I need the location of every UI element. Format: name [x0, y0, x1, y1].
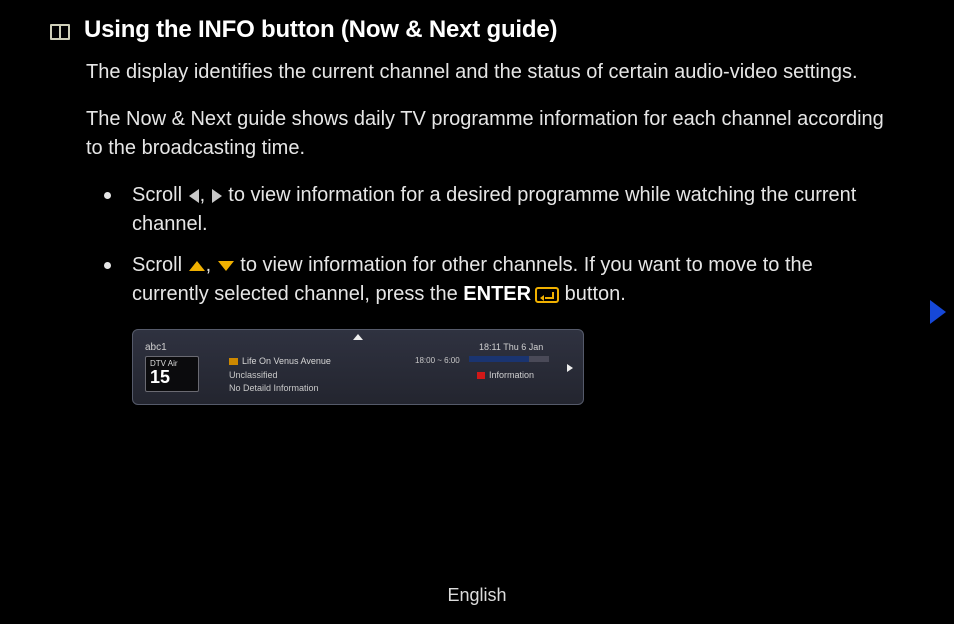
- arrow-right-icon: [212, 189, 222, 203]
- channel-box: DTV Air 15: [145, 356, 199, 392]
- page-next-icon[interactable]: [930, 300, 946, 324]
- panel-clock: 18:11 Thu 6 Jan: [479, 342, 543, 352]
- bullet-scroll-ud: Scroll , to view information for other c…: [104, 251, 894, 309]
- programme-rating: Unclassified: [229, 370, 278, 380]
- footer-language: English: [0, 585, 954, 606]
- programme-marker-icon: [229, 358, 238, 365]
- info-marker-icon: [477, 372, 485, 379]
- progress-bar: [469, 356, 549, 362]
- page-title: Using the INFO button (Now & Next guide): [84, 16, 557, 44]
- enter-icon: [535, 287, 559, 303]
- programme-title: Life On Venus Avenue: [242, 356, 331, 366]
- programme-detail: No Detaild Information: [229, 383, 319, 393]
- progress-fill: [469, 356, 529, 362]
- bullet1-post: to view information for a desired progra…: [132, 184, 856, 235]
- channel-number: 15: [150, 368, 194, 386]
- bullet2-post: button.: [559, 283, 626, 305]
- book-icon: [50, 24, 70, 40]
- paragraph-1: The display identifies the current chann…: [86, 58, 894, 87]
- arrow-left-icon: [189, 189, 199, 203]
- bullet1-pre: Scroll: [132, 184, 188, 206]
- now-next-panel: abc1 DTV Air 15 Life On Venus Avenue Unc…: [132, 329, 584, 405]
- programme-timespan: 18:00 ~ 6:00: [415, 356, 460, 365]
- info-label: Information: [489, 370, 534, 380]
- bullet-scroll-lr: Scroll , to view information for a desir…: [104, 181, 894, 239]
- arrow-up-icon: [189, 261, 205, 271]
- arrow-down-icon: [218, 261, 234, 271]
- enter-label: ENTER: [463, 283, 531, 305]
- panel-up-icon: [353, 334, 363, 340]
- paragraph-2: The Now & Next guide shows daily TV prog…: [86, 105, 894, 163]
- channel-name: abc1: [145, 342, 167, 353]
- panel-right-icon: [567, 364, 573, 372]
- bullet2-pre: Scroll: [132, 254, 188, 276]
